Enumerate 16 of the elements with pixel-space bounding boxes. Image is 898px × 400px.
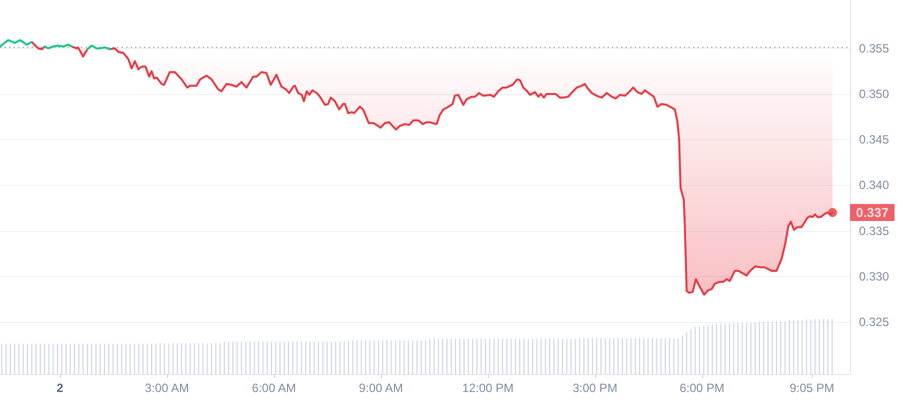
data-label: 0.337	[856, 205, 889, 220]
x-tick-label: 9:05 PM	[790, 381, 834, 395]
x-tick-label: 3:00 AM	[144, 381, 189, 395]
y-tick-label: 0.345	[859, 132, 890, 147]
x-tick-label: 6:00 PM	[680, 381, 724, 395]
x-tick-label: 3:00 PM	[572, 381, 618, 395]
text: 2	[56, 381, 64, 395]
y-tick-label: 0.340	[859, 178, 890, 192]
y-tick-label: 0.325	[859, 315, 890, 330]
y-tick-label: 0.330	[859, 269, 890, 284]
x-tick-label: 9:00 AM	[358, 381, 403, 395]
y-tick-label: 0.350	[859, 86, 890, 101]
x-tick-label: 6:00 AM	[252, 381, 296, 395]
x-tick-label: 12:00 PM	[462, 381, 514, 395]
y-tick-label: 0.335	[859, 224, 890, 238]
y-tick-label: 0.355	[859, 41, 890, 56]
